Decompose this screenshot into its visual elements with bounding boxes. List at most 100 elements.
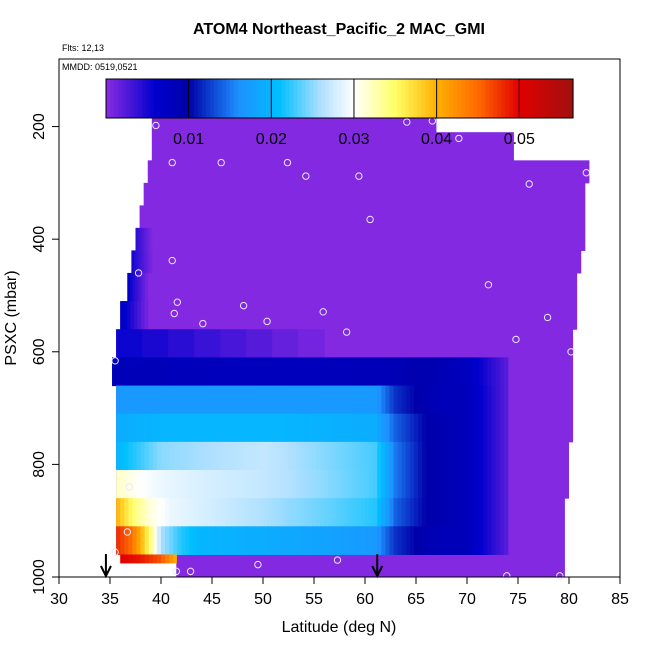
plume-cell-1 <box>242 385 248 415</box>
gradient-cell-1-0 <box>131 250 135 274</box>
colorbar-cell <box>141 79 147 118</box>
colorbar-cell <box>481 79 486 118</box>
plume-cell-3 <box>442 441 448 471</box>
colorbar-cell <box>321 79 327 118</box>
plume-cell-6 <box>165 526 170 555</box>
plume-cell-6 <box>189 526 195 555</box>
plume-cell-5 <box>385 498 391 527</box>
plume-cell-2 <box>360 413 366 443</box>
colorbar-cell <box>129 79 135 118</box>
sample-point <box>503 572 511 580</box>
gradient-cell-0-0 <box>135 227 139 251</box>
plume-cell-3 <box>401 441 407 471</box>
plume-cell-6 <box>450 526 456 555</box>
plume-cell-1 <box>177 385 182 415</box>
plume-cell-5 <box>405 498 411 527</box>
sample-point <box>302 172 310 180</box>
gradient-cell-4-1 <box>142 329 169 358</box>
plume-cell-5 <box>267 498 272 527</box>
y-tick-label: 400 <box>31 226 48 253</box>
colorbar-cell <box>365 79 371 118</box>
plume-cell-1 <box>483 385 488 415</box>
colorbar-cell <box>545 79 550 118</box>
plume-cell-5 <box>254 498 260 527</box>
plume-cell-5 <box>136 498 142 527</box>
plume-cell-3 <box>389 441 395 471</box>
plume-cell-2 <box>295 413 301 443</box>
plume-cell-6 <box>471 526 476 555</box>
plume-cell-4 <box>156 470 162 499</box>
plume-cell-6 <box>360 526 366 555</box>
plume-cell-7 <box>144 554 150 564</box>
plume-cell-2 <box>454 413 460 443</box>
plume-cell-4 <box>462 470 468 499</box>
colorbar-cell <box>421 79 426 118</box>
plume-cell-2 <box>389 413 395 443</box>
plume-cell-3 <box>267 441 272 471</box>
plume-cell-1 <box>503 385 509 415</box>
plume-cell-0 <box>299 357 305 387</box>
plume-cell-5 <box>258 498 264 527</box>
plume-cell-3 <box>324 441 329 471</box>
plume-cell-4 <box>316 470 321 499</box>
plume-cell-4 <box>246 470 252 499</box>
sample-point <box>366 215 374 224</box>
plume-cell-3 <box>365 441 370 471</box>
plume-cell-0 <box>152 357 158 387</box>
colorbar-cell <box>361 79 367 118</box>
colorbar-cell <box>106 79 111 118</box>
plume-cell-2 <box>271 413 276 443</box>
colorbar-cell <box>221 79 227 118</box>
plume-cell-5 <box>275 498 280 527</box>
plume-cell-1 <box>303 385 309 415</box>
colorbar-cell <box>261 79 267 118</box>
date-annotation: MMDD: 0519,0521 <box>62 62 138 72</box>
plume-cell-2 <box>173 413 178 443</box>
plume-cell-5 <box>397 498 403 527</box>
plume-cell-5 <box>332 498 338 527</box>
colorbar-cell <box>497 79 502 118</box>
plume-cell-5 <box>246 498 252 527</box>
plume-cell-2 <box>320 413 325 443</box>
plume-cell-1 <box>328 385 333 415</box>
plume-cell-6 <box>336 526 342 555</box>
plume-cell-0 <box>177 357 182 387</box>
plume-cell-0 <box>467 357 472 387</box>
plume-cell-3 <box>450 441 456 471</box>
plume-cell-1 <box>458 385 464 415</box>
gradient-cell-0-2 <box>139 227 143 251</box>
plume-cell-3 <box>397 441 403 471</box>
plume-cell-4 <box>422 470 427 499</box>
plume-cell-3 <box>263 441 268 471</box>
plume-cell-2 <box>438 413 444 443</box>
colorbar-cell <box>117 79 123 118</box>
plume-cell-7 <box>148 554 154 564</box>
plume-cell-3 <box>487 441 493 471</box>
plume-cell-4 <box>356 470 362 499</box>
plume-cell-6 <box>467 526 472 555</box>
colorbar-cell <box>265 79 271 118</box>
plume-cell-6 <box>140 526 146 555</box>
colorbar-cell <box>489 79 494 118</box>
plume-cell-4 <box>169 470 174 499</box>
plume-cell-3 <box>201 441 207 471</box>
colorbar-cell <box>349 79 355 118</box>
plume-cell-6 <box>201 526 207 555</box>
gradient-cell-1-7 <box>149 250 153 274</box>
plume-cell-5 <box>409 498 415 527</box>
plume-cell-1 <box>365 385 370 415</box>
plume-cell-6 <box>422 526 427 555</box>
colorbar-cell <box>457 79 462 118</box>
sample-point <box>125 483 134 491</box>
plume-cell-1 <box>311 385 317 415</box>
plume-cell-3 <box>128 441 134 471</box>
sample-point <box>567 348 575 356</box>
plume-cell-6 <box>503 526 509 555</box>
plume-cell-0 <box>450 357 456 387</box>
colorbar-cell <box>537 79 542 118</box>
plume-cell-2 <box>462 413 468 443</box>
plume-cell-2 <box>405 413 411 443</box>
plume-cell-1 <box>405 385 411 415</box>
colorbar-cell <box>285 79 291 118</box>
plume-cell-3 <box>136 441 142 471</box>
